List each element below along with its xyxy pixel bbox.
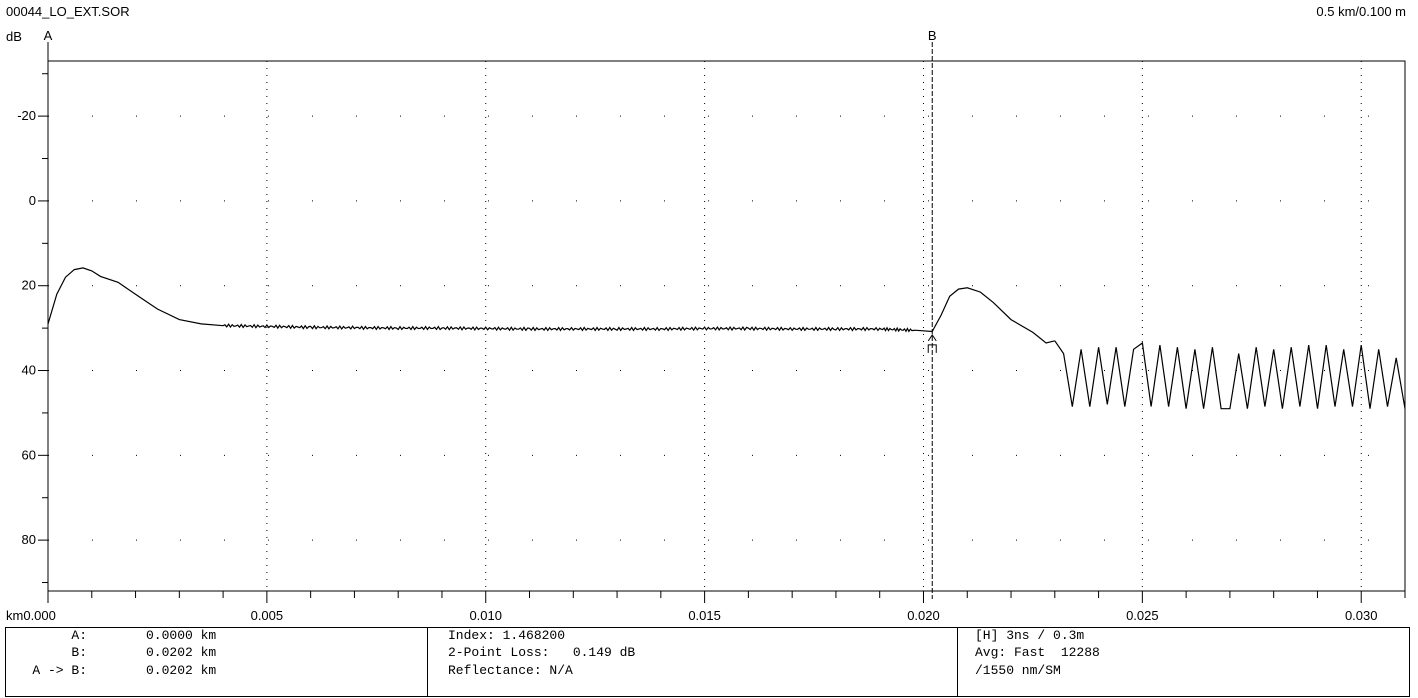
a-to-b-label: A -> B: [32,663,87,678]
wavelength-readout: /1550 nm/SM [975,663,1061,678]
plot-frame [47,60,1406,592]
measurement-panel: Index: 1.468200 2-Point Loss: 0.149 dB R… [428,627,958,697]
x-tick-label: 0.000 [23,608,56,623]
x-tick-label: 0.025 [1126,608,1159,623]
file-title: 00044_LO_EXT.SOR [6,4,130,19]
y-tick-label: 60 [22,447,36,462]
scale-readout: 0.5 km/0.100 m [1316,4,1406,19]
y-axis [38,73,48,584]
marker-distance-panel: A: 0.0000 km B: 0.0202 km A -> B: 0.0202 km [5,627,428,697]
marker-a-value: 0.0000 km [146,628,217,643]
index-readout: Index: 1.468200 [448,628,566,643]
x-tick-label: 0.010 [469,608,502,623]
two-point-loss-readout: 2-Point Loss: 0.149 dB [448,645,636,660]
grid [48,61,1405,591]
x-axis-unit: km [6,608,23,623]
trace-series [1054,340,1406,410]
y-tick-label: 40 [22,363,36,378]
marker-a-label: A: [71,628,87,643]
marker-b-label: B [928,28,937,43]
averaging-readout: Avg: Fast 12288 [975,645,1100,660]
y-tick-label: 20 [22,278,36,293]
otdr-trace-chart[interactable]: -20 0 20 40 60 80 dB km0.000 0.005 0.010 0.015 0.02… [0,0,1418,627]
x-axis [47,591,1406,603]
reflectance-readout: Reflectance: N/A [448,663,573,678]
acquisition-panel: [H] 3ns / 0.3m Avg: Fast 12288 /1550 nm/… [958,627,1410,697]
y-tick-label: -20 [17,108,36,123]
x-tick-label: 0.030 [1345,608,1378,623]
y-axis-unit: dB [6,29,22,44]
x-tick-label: 0.015 [688,608,721,623]
marker-b-value: 0.0202 km [146,645,217,660]
x-tick-label: km0.000 [6,608,56,623]
trace-series [47,267,1055,344]
x-tick-label: 0.005 [251,608,284,623]
trace [47,267,1406,410]
x-tick-label: 0.020 [907,608,940,623]
marker-b-label: B: [71,645,87,660]
event-marker-top [927,333,937,342]
a-to-b-value: 0.0202 km [146,663,217,678]
y-tick-label: 0 [29,193,36,208]
pulse-width-readout: [H] 3ns / 0.3m [975,628,1085,643]
marker-a-label: A [44,28,53,43]
y-tick-label: 80 [22,532,36,547]
event-marker [927,344,937,353]
